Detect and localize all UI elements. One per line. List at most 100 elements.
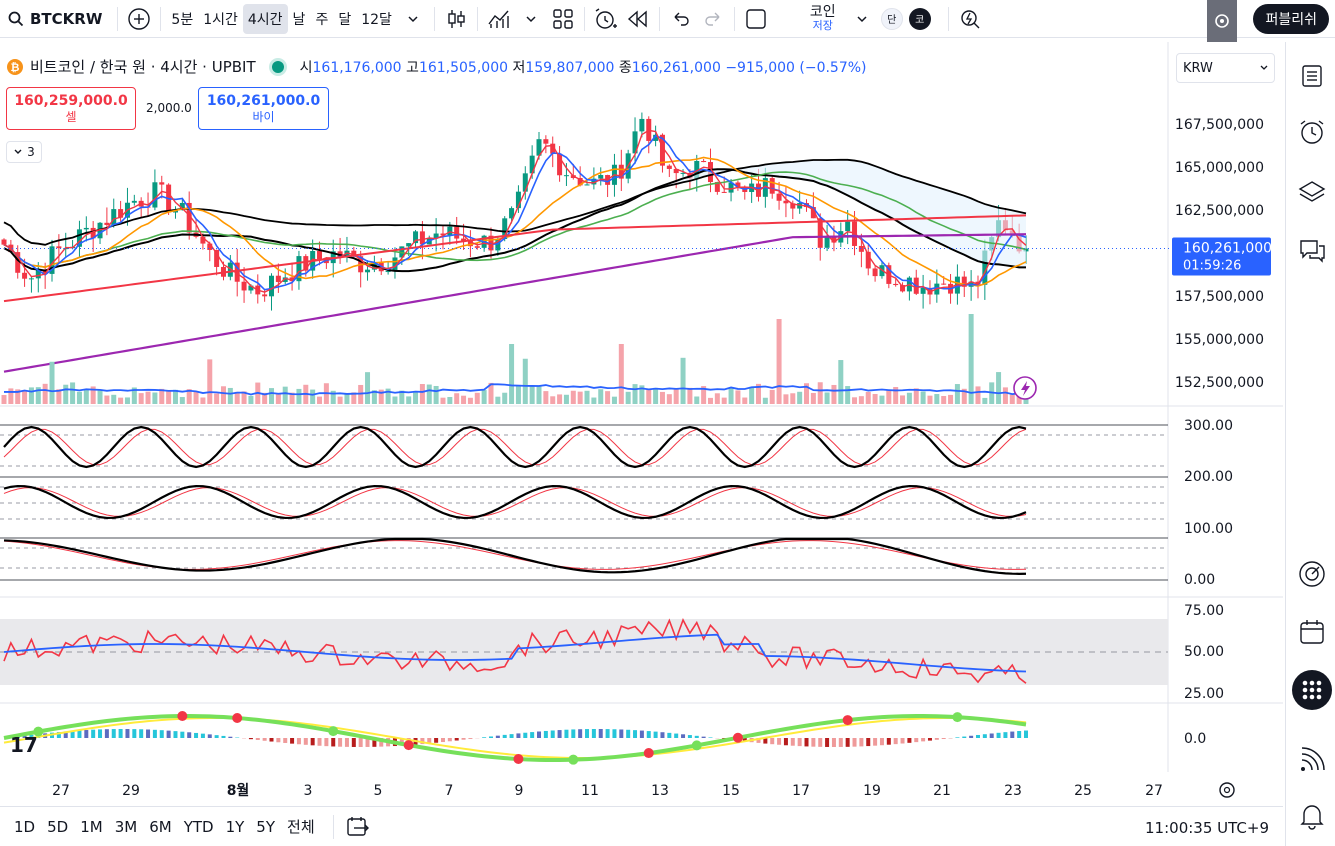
publish-button[interactable]: 퍼블리쉬 (1253, 4, 1329, 34)
object-tree-button[interactable] (1296, 176, 1328, 208)
macd-histogram-bar (1003, 732, 1008, 738)
chart-canvas[interactable]: 167,500,000 165,000,000 162,500,000 157,500… (0, 42, 1283, 804)
candle-body (776, 193, 782, 201)
macd-histogram-bar (825, 738, 830, 747)
layouts-button[interactable] (547, 4, 579, 34)
indicators-button[interactable] (483, 4, 515, 34)
macd-cross-marker (33, 726, 44, 737)
candle-body (90, 227, 96, 239)
symbol-search[interactable]: BTCKRW (0, 0, 112, 38)
chart-type-button[interactable] (440, 4, 472, 34)
replay-button[interactable] (622, 4, 654, 34)
range-6m[interactable]: 6M (149, 817, 172, 836)
macd-histogram-bar (934, 738, 939, 740)
volume-bar (399, 390, 405, 404)
volume-bar (707, 397, 713, 404)
buy-button[interactable]: 160,261,000.0 바이 (198, 87, 329, 130)
apps-button[interactable] (1292, 670, 1332, 710)
divider (160, 6, 162, 31)
fullscreen-button[interactable] (740, 4, 772, 34)
volume-bar (714, 393, 720, 404)
change-value: −915,000 (−0.57%) (725, 59, 867, 76)
volume-bar (831, 384, 837, 404)
chart-area[interactable]: 167,500,000 165,000,000 162,500,000 157,500… (0, 42, 1283, 804)
watchlist-button[interactable] (1296, 60, 1328, 92)
alerts-button[interactable] (1296, 116, 1328, 148)
range-5d[interactable]: 5D (47, 817, 69, 836)
macd-histogram-bar (132, 729, 137, 738)
macd-histogram-bar (996, 732, 1001, 738)
sell-button[interactable]: 160,259,000.0 셀 (6, 87, 136, 130)
range-5y[interactable]: 5Y (256, 817, 276, 836)
volume-bar (83, 389, 89, 404)
volume-bar (529, 386, 535, 404)
candles-icon (448, 9, 465, 28)
candle-body (179, 202, 185, 211)
target-button[interactable] (1296, 558, 1328, 590)
dots-grid-icon (1302, 680, 1322, 700)
interval-4h[interactable]: 4시간 (242, 3, 288, 34)
time-axis-label: 23 (1004, 783, 1022, 799)
range-3m[interactable]: 3M (114, 817, 138, 836)
chat-button[interactable] (1296, 234, 1328, 266)
volume-bar (797, 391, 803, 404)
range-1d[interactable]: 1D (14, 817, 36, 836)
candle-body (529, 155, 535, 174)
stream-button[interactable] (1296, 744, 1328, 776)
volume-bar (124, 397, 130, 404)
chevron-down-icon (14, 149, 22, 154)
macd-histogram-bar (173, 731, 178, 738)
volume-bar (56, 389, 62, 404)
candle-body (214, 249, 220, 267)
interval-day[interactable]: 날 (292, 11, 306, 28)
indicators-collapse-button[interactable]: 3 (6, 141, 42, 163)
tradingview-logo: 17 (10, 733, 38, 757)
macd-histogram-bar (118, 729, 123, 738)
macd-histogram-bar (605, 729, 610, 738)
settings-shortcut[interactable] (1207, 0, 1237, 42)
range-1m[interactable]: 1M (80, 817, 103, 836)
time-axis-label: 3 (304, 783, 313, 799)
currency-select[interactable]: KRW (1176, 53, 1275, 83)
range-1y[interactable]: 1Y (225, 817, 245, 836)
goto-date-button[interactable] (346, 816, 370, 838)
single-chart-badge[interactable]: 단 (880, 7, 903, 30)
calendar-button[interactable] (1296, 616, 1328, 648)
undo-button[interactable] (665, 4, 697, 34)
volume-bar (186, 389, 192, 404)
volume-bar (15, 389, 21, 404)
volume-bar (653, 387, 659, 404)
candle-body (893, 283, 899, 286)
candle-body (790, 203, 796, 209)
open-value: 161,176,000 (312, 59, 402, 76)
interval-1h[interactable]: 1시간 (203, 11, 238, 28)
interval-dropdown[interactable] (397, 4, 429, 34)
alert-button[interactable] (590, 4, 622, 34)
volume-bar (886, 390, 892, 404)
indicators-dropdown[interactable] (515, 4, 547, 34)
ma-black-line (3, 168, 1027, 273)
macd-cross-marker (328, 726, 339, 737)
time-axis-label: 27 (1145, 783, 1163, 799)
layout-name-button[interactable]: 코인 저장 (800, 4, 846, 32)
macd-histogram-bar (900, 738, 905, 744)
candle-body (488, 235, 494, 251)
symbol-label: BTCKRW (30, 9, 103, 28)
volume-layer (1, 314, 1029, 404)
layout-dropdown[interactable] (846, 4, 878, 34)
volume-bar (515, 384, 521, 404)
range-all[interactable]: 전체 (287, 818, 315, 836)
redo-button[interactable] (697, 4, 729, 34)
macd-histogram-bar (804, 738, 809, 747)
interval-5m[interactable]: 5분 (171, 11, 194, 28)
interval-12month[interactable]: 12달 (361, 11, 392, 28)
range-ytd[interactable]: YTD (183, 817, 214, 836)
compare-add-button[interactable] (123, 4, 155, 34)
notifications-button[interactable] (1296, 800, 1328, 832)
quick-search-button[interactable] (954, 4, 986, 34)
candle-body (131, 200, 137, 203)
indicators-icon (488, 10, 509, 28)
coin-chart-badge[interactable]: 코 (908, 7, 931, 30)
interval-month[interactable]: 달 (338, 11, 352, 28)
interval-week[interactable]: 주 (315, 11, 329, 28)
